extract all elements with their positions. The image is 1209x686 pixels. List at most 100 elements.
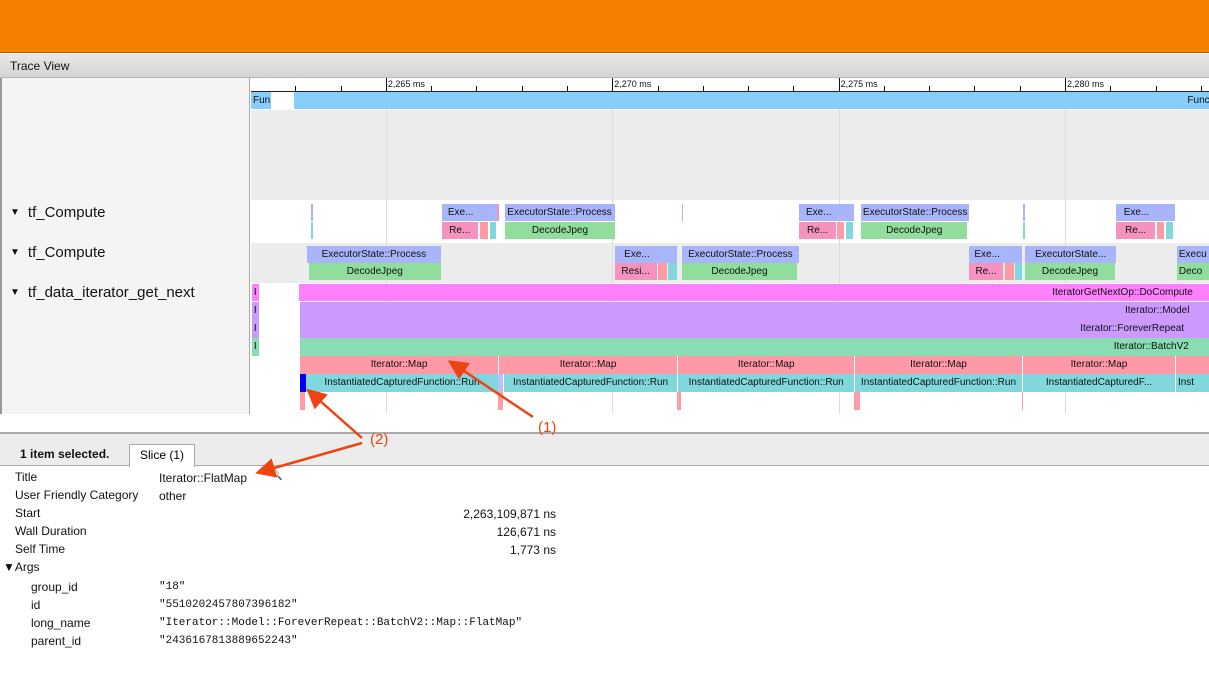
gridline [612, 92, 614, 414]
trace-slice[interactable]: Exe... [441, 204, 480, 221]
trace-slice[interactable]: Exe... [614, 246, 660, 263]
trace-slice[interactable] [677, 392, 681, 410]
trace-slice[interactable] [681, 204, 683, 221]
trace-slice[interactable]: InstantiatedCapturedFunction::Run [503, 374, 678, 392]
trace-slice[interactable]: Iterator::Map [678, 356, 855, 374]
trace-slice[interactable]: Iterator::BatchV2 [300, 338, 1209, 356]
trace-slice[interactable] [1175, 356, 1209, 374]
trace-slice[interactable] [497, 374, 503, 392]
tab-slice[interactable]: Slice (1) [129, 444, 196, 467]
trace-slice[interactable] [497, 392, 503, 410]
trace-slice[interactable]: Re... [799, 222, 836, 239]
trace-slice[interactable]: Re... [1116, 222, 1156, 239]
minor-tick [702, 86, 704, 92]
trace-slice[interactable]: InstantiatedCapturedFunction::Run [678, 374, 855, 392]
trace-slice[interactable] [668, 263, 677, 280]
trace-slice[interactable]: Iterator::Map [1022, 356, 1176, 374]
trace-slice[interactable]: I [251, 320, 260, 338]
track-tf-compute-1 [251, 200, 1209, 243]
trace-slice[interactable] [838, 204, 855, 221]
trace-slice[interactable] [1023, 204, 1026, 221]
expand-triangle-icon[interactable]: ▼ [10, 207, 20, 218]
trace-slice[interactable] [311, 204, 313, 221]
trace-slice[interactable] [837, 222, 845, 239]
trace-slice[interactable] [845, 222, 854, 239]
trace-slice[interactable]: DecodeJpeg [1025, 263, 1115, 280]
expand-triangle-icon[interactable]: ▼ [10, 287, 20, 298]
trace-slice[interactable]: ExecutorState::Process [504, 204, 615, 221]
trace-slice[interactable] [854, 392, 861, 410]
trace-slice[interactable] [1005, 246, 1023, 263]
expand-triangle-icon[interactable]: ▼ [10, 247, 20, 258]
trace-slice[interactable]: Exe... [969, 246, 1006, 263]
track-label-tf-compute-2[interactable]: ▼ tf_Compute [10, 244, 106, 261]
trace-slice[interactable]: Fun [251, 92, 271, 109]
app-header-bar [0, 0, 1209, 53]
trace-slice[interactable] [1015, 263, 1022, 280]
trace-slice[interactable]: Re... [969, 263, 1003, 280]
trace-slice[interactable]: Iterator::Map [854, 356, 1022, 374]
trace-slice[interactable] [479, 204, 497, 221]
trace-slice[interactable]: IteratorGetNextOp::DoCompute [298, 284, 1209, 301]
trace-slice[interactable]: Exe... [799, 204, 839, 221]
trace-slice[interactable] [657, 263, 667, 280]
trace-slice[interactable] [659, 246, 678, 263]
arg-value: "Iterator::Model::ForeverRepeat::BatchV2… [159, 617, 523, 629]
trace-slice[interactable]: DecodeJpeg [681, 263, 798, 280]
trace-slice[interactable]: InstantiatedCapturedFunction::Run [854, 374, 1022, 392]
arg-key: group_id [31, 580, 78, 594]
minor-tick [521, 86, 523, 92]
trace-slice[interactable]: Deco [1176, 263, 1209, 280]
details-tab-bar: 1 item selected. Slice (1) [0, 434, 1209, 467]
trace-slice[interactable]: Iterator::Map [300, 356, 498, 374]
trace-slice[interactable]: DecodeJpeg [505, 222, 615, 239]
trace-slice[interactable]: DecodeJpeg [308, 263, 441, 280]
trace-slice[interactable] [300, 374, 307, 392]
minor-tick [974, 86, 976, 92]
trace-slice[interactable]: ExecutorState::Process [861, 204, 970, 221]
track-label-tf-data-iterator[interactable]: ▼ tf_data_iterator_get_next [10, 284, 195, 301]
trace-slice[interactable] [1165, 222, 1173, 239]
property-value: 1,773 ns [509, 543, 556, 557]
trace-slice[interactable] [311, 222, 313, 239]
trace-slice[interactable] [496, 204, 499, 221]
trace-slice[interactable] [1023, 222, 1026, 239]
trace-slice[interactable]: Iterator::ForeverRepeat [300, 320, 1209, 338]
trace-slice[interactable] [489, 222, 496, 239]
trace-slice[interactable]: I [251, 284, 260, 301]
trace-slice[interactable]: Iterator::Map [498, 356, 678, 374]
args-toggle[interactable]: ▼Args [3, 560, 40, 574]
minor-tick [1110, 86, 1112, 92]
trace-slice[interactable] [300, 392, 306, 410]
trace-slice[interactable]: Execu [1176, 246, 1209, 263]
trace-slice[interactable]: ExecutorState::Process [681, 246, 800, 263]
trace-slice[interactable] [1005, 263, 1014, 280]
trace-slice[interactable]: Re... [441, 222, 478, 239]
track-label-tf-compute-1[interactable]: ▼ tf_Compute [10, 204, 106, 221]
trace-slice[interactable]: I [251, 302, 260, 320]
property-key: Wall Duration [15, 524, 87, 538]
tick-label: 2,265 ms [387, 79, 425, 89]
arg-key: id [31, 598, 41, 612]
minor-tick [657, 86, 659, 92]
trace-slice[interactable]: ExecutorState... [1025, 246, 1117, 263]
minor-tick [567, 86, 568, 92]
trace-slice[interactable] [1156, 204, 1176, 221]
trace-slice[interactable]: DecodeJpeg [861, 222, 968, 239]
trace-slice[interactable]: I [251, 338, 260, 356]
search-magnifier-icon[interactable]: 🔍 [270, 470, 283, 481]
selection-count: 1 item selected. [20, 447, 110, 461]
trace-slice[interactable] [479, 222, 488, 239]
trace-slice[interactable]: FunctionRun [294, 92, 1209, 109]
timeline-tracks[interactable]: 2,265 ms 2,270 ms 2,275 ms 2,280 ms Fun Func… [251, 78, 1209, 414]
trace-slice[interactable]: Inst [1175, 374, 1209, 392]
trace-slice[interactable] [1156, 222, 1165, 239]
trace-slice[interactable]: InstantiatedCapturedFunction::Run [306, 374, 498, 392]
trace-slice[interactable]: InstantiatedCapturedF... [1022, 374, 1176, 392]
trace-slice[interactable]: Resi... [614, 263, 657, 280]
time-ruler[interactable]: 2,265 ms 2,270 ms 2,275 ms 2,280 ms [251, 78, 1209, 92]
trace-slice[interactable]: ExecutorState::Process [307, 246, 441, 263]
trace-slice[interactable]: Iterator::Model [300, 302, 1209, 320]
trace-slice[interactable]: Exe... [1116, 204, 1157, 221]
trace-slice[interactable] [1022, 392, 1024, 410]
